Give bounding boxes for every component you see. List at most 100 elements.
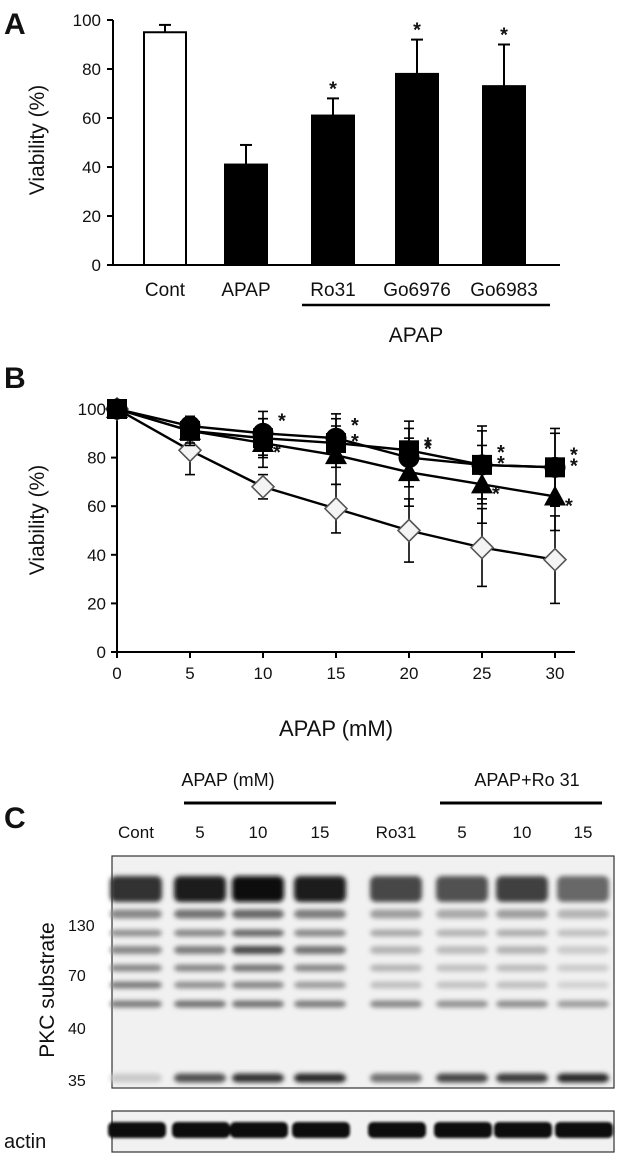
blot-band [557,1073,609,1083]
panel-b-series-circle: * ** * * [106,398,578,503]
blot-band [557,981,609,989]
blot-main [110,855,615,1089]
panel-a-category-label: Cont [145,280,186,301]
blot-band [110,946,162,954]
panel-b-marker-circle [471,454,493,476]
panel-a-bar [395,72,439,267]
panel-b-marker-circle [544,456,566,478]
blot-band [294,964,346,972]
panel-b-significance-star: * [273,442,281,464]
panel-a: A Viability (%) 0 20 40 60 80 100 Cont APAP Ro3… [4,8,560,347]
panel-a-y-axis-title: Viability (%) [26,85,49,195]
panel-b-marker-diamond-open [469,535,495,560]
blot-band [370,964,422,972]
panel-a-category-label: Go6983 [470,280,538,301]
blot-actin-band [368,1122,426,1138]
blot-band [294,909,346,919]
blot-lane-label: 5 [195,823,204,842]
panel-b-significance-star: * [570,444,578,466]
blot-mw-markers: 130 70 40 35 [68,918,95,1090]
panel-b-x-axis-title: APAP (mM) [279,716,393,741]
panel-b-significance-star: * [497,442,505,464]
blot-band [110,876,162,902]
panel-b-marker-circle [325,427,347,449]
panel-c-letter: C [4,802,26,835]
panel-a-bars: Cont APAP Ro31 * Go6976 * Go6983 * [143,20,538,301]
blot-band [436,1000,488,1008]
blot-band [496,929,548,937]
blot-band [496,909,548,919]
blot-band [294,1073,346,1083]
blot-loading-label: actin [4,1131,46,1153]
panel-a-y-tick-label: 0 [92,256,101,275]
blot-actin-band [172,1122,230,1138]
blot-band [110,1000,162,1008]
blot-lane-label: 10 [249,823,268,842]
panel-b-marker-diamond-open [250,474,276,499]
panel-b-significance-star: * [570,455,578,477]
blot-band [370,946,422,954]
panel-a-axes: 0 20 40 60 80 100 [73,11,560,275]
panel-b-marker-circle [252,422,274,444]
panel-b-y-tick-label: 0 [97,643,106,662]
panel-a-significance-star: * [413,20,421,42]
blot-band [294,876,346,902]
blot-actin-band [292,1122,350,1138]
panel-a-category-label: APAP [221,280,270,301]
blot-band [370,981,422,989]
panel-a-category-label: Go6976 [383,280,451,301]
blot-actin-band [555,1122,613,1138]
panel-a-y-tick-label: 80 [82,60,101,79]
blot-band [496,1000,548,1008]
blot-mw-marker-label: 35 [68,1073,86,1090]
blot-group-label-apap: APAP (mM) [181,770,274,790]
blot-band [370,1000,422,1008]
blot-band [174,946,226,954]
blot-lane-label: 15 [311,823,330,842]
blot-mw-marker-label: 40 [68,1021,86,1038]
panel-a-y-tick-label: 40 [82,158,101,177]
blot-band [557,964,609,972]
blot-lane-label: Cont [118,823,154,842]
blot-band [370,876,422,902]
blot-band [436,909,488,919]
panel-b-series-square: * ** * [107,399,578,508]
blot-lane-labels: Cont 5 10 15 Ro31 5 10 15 [118,823,592,842]
blot-mw-marker-label: 130 [68,918,95,935]
blot-band [496,1073,548,1083]
panel-b-marker-circle [106,398,128,420]
blot-band [557,1000,609,1008]
blot-band [370,1073,422,1083]
blot-band [436,981,488,989]
blot-mw-marker-label: 70 [68,968,86,985]
blot-lane-label: 5 [457,823,466,842]
blot-band [232,876,284,902]
blot-band [496,876,548,902]
blot-band [557,929,609,937]
blot-actin-band [230,1122,288,1138]
blot-band [496,946,548,954]
blot-band [174,909,226,919]
panel-b-x-tick-label: 15 [327,664,346,683]
blot-band [496,964,548,972]
panel-b-marker-diamond-open [542,547,568,572]
panel-b-series: **** ** ** ** * * [104,396,578,605]
panel-b-y-tick-label: 40 [87,546,106,565]
panel-a-significance-star: * [500,25,508,47]
panel-c: C APAP (mM) APAP+Ro 31 Cont 5 10 15 Ro31 5 10 1… [4,770,615,1153]
blot-band [557,946,609,954]
blot-band [232,909,284,919]
blot-band [557,909,609,919]
panel-a-y-tick-label: 20 [82,207,101,226]
panel-b-x-tick-label: 20 [400,664,419,683]
blot-lane-label: 15 [574,823,593,842]
blot-band [174,1000,226,1008]
panel-a-y-tick-label: 60 [82,109,101,128]
panel-b-y-tick-label: 80 [87,449,106,468]
blot-band [232,929,284,937]
blot-lane-label: Ro31 [376,823,417,842]
blot-band [232,946,284,954]
blot-band [110,1073,162,1083]
blot-actin-band [494,1122,552,1138]
panel-b-significance-star: * [351,415,359,437]
